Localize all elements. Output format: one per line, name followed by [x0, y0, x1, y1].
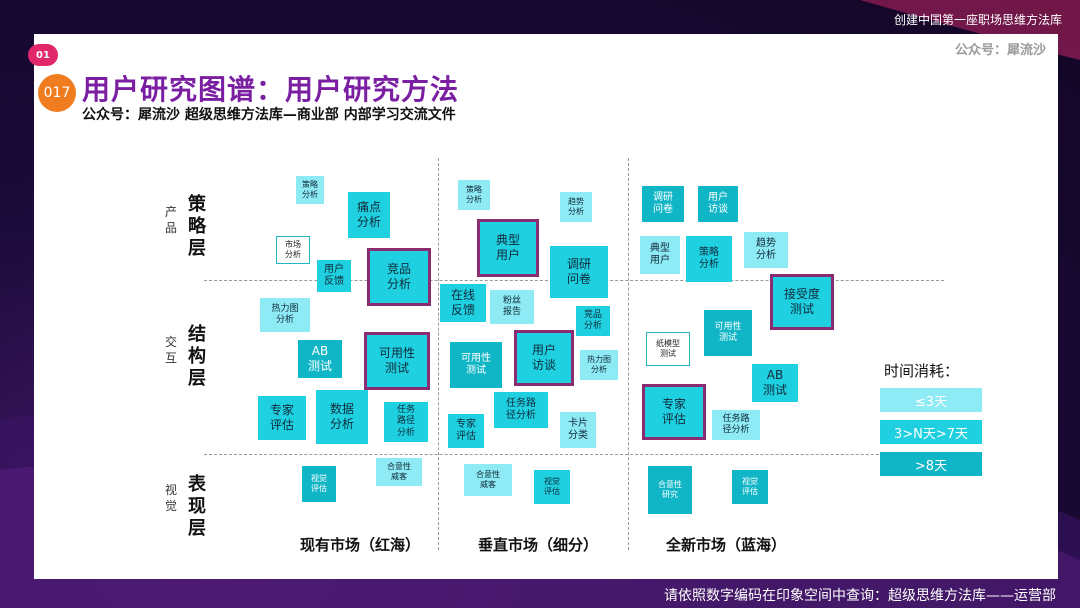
method-task-path-analysis: 任务 路径 分析 [384, 402, 428, 442]
method-usability-test-new: 可用性 测试 [704, 310, 752, 356]
slide-canvas: 公众号：犀流沙 01 017 用户研究图谱：用户研究方法 公众号：犀流沙 超级思… [28, 34, 1058, 579]
method-competitor-analysis-vertical: 竞品 分析 [576, 306, 610, 336]
method-ab-test: AB 测试 [298, 340, 342, 378]
method-visual-evaluation-new: 视觉 评估 [732, 470, 768, 504]
method-data-analysis: 数据 分析 [316, 390, 368, 444]
legend-medium: 3>N天>7天 [880, 420, 982, 444]
row-label-strategy: 策略层 [188, 194, 206, 259]
legend-long: >8天 [880, 452, 982, 476]
method-desirability-study-vertical: 合意性 威客 [464, 464, 512, 496]
column-divider-1 [438, 158, 439, 550]
method-acceptance-test: 接受度 测试 [770, 274, 834, 330]
method-usability-test-vertical: 可用性 测试 [450, 342, 502, 388]
method-expert-review-vertical: 专家 评估 [448, 414, 484, 448]
method-card-sorting: 卡片 分类 [560, 412, 596, 448]
row-side-strategy: 产品 [164, 205, 177, 235]
method-visual-evaluation-vertical: 视觉 评估 [534, 470, 570, 504]
column-label-vertical-market: 垂直市场（细分） [478, 536, 599, 554]
method-expert-review-new: 专家 评估 [642, 384, 706, 440]
row-label-visual: 表现层 [188, 474, 206, 539]
method-typical-user: 典型 用户 [477, 219, 539, 277]
column-label-existing-market: 现有市场（红海） [300, 536, 421, 554]
method-research-questionnaire: 调研 问卷 [550, 246, 608, 298]
method-desirability-study: 合意性 威客 [376, 458, 422, 486]
method-trend-analysis: 趋势 分析 [560, 192, 592, 222]
public-account-label: 公众号：犀流沙 [954, 43, 1046, 58]
method-competitor-analysis: 竞品 分析 [367, 248, 431, 306]
method-pain-point-analysis: 痛点 分析 [348, 192, 390, 238]
method-typical-user-new: 典型 用户 [640, 236, 680, 274]
page-subtitle: 公众号：犀流沙 超级思维方法库—商业部 内部学习交流文件 [82, 107, 456, 123]
legend-short: ≤3天 [880, 388, 982, 412]
wechat-icon [897, 511, 931, 535]
sub-number-badge: 017 [38, 74, 76, 112]
row-side-structure: 交互 [164, 335, 177, 365]
column-divider-2 [628, 158, 629, 550]
method-user-interview: 用户 访谈 [514, 330, 574, 386]
method-usability-test: 可用性 测试 [364, 332, 430, 390]
method-online-feedback: 在线 反馈 [440, 284, 486, 322]
method-fans-report: 粉丝 报告 [490, 290, 534, 324]
method-ab-test-new: AB 测试 [752, 364, 798, 402]
method-visual-evaluation: 视觉 评估 [302, 466, 336, 502]
wechat-watermark: 犀流沙 [897, 509, 999, 538]
top-right-banner: 创建中国第一座职场思维方法库 [893, 13, 1062, 27]
method-market-analysis: 市场 分析 [276, 236, 310, 264]
method-desirability-research-new: 合意性 研究 [648, 466, 692, 514]
method-heatmap-analysis: 热力图 分析 [260, 298, 310, 332]
page-title: 用户研究图谱：用户研究方法 [82, 73, 460, 106]
method-trend-analysis-new: 趋势 分析 [744, 232, 788, 268]
method-strategy-analysis-vertical: 策略 分析 [458, 180, 490, 210]
method-strategy-analysis: 策略 分析 [296, 176, 324, 204]
method-task-path-analysis-new: 任务路 径分析 [712, 410, 760, 440]
number-badge: 01 [28, 44, 58, 66]
row-side-visual: 视觉 [164, 483, 177, 513]
method-heatmap-analysis-vertical: 热力图 分析 [580, 350, 618, 380]
method-research-questionnaire-new: 调研 问卷 [642, 186, 684, 222]
method-task-path-analysis-vertical: 任务路 径分析 [494, 392, 548, 428]
row-label-structure: 结构层 [188, 324, 206, 389]
wechat-name: 犀流沙 [939, 513, 999, 537]
footer-note: 请依照数字编码在印象空间中查询：超级思维方法库——运营部 [664, 588, 1056, 604]
method-user-feedback: 用户 反馈 [317, 260, 351, 292]
method-expert-review: 专家 评估 [258, 396, 306, 440]
method-strategy-analysis-new: 策略 分析 [686, 236, 732, 282]
column-label-new-market: 全新市场（蓝海） [666, 536, 787, 554]
legend-title: 时间消耗： [884, 362, 960, 380]
method-user-interview-new: 用户 访谈 [698, 186, 738, 222]
row-divider-2 [204, 454, 944, 455]
method-paper-prototype-test: 纸模型 测试 [646, 332, 690, 366]
